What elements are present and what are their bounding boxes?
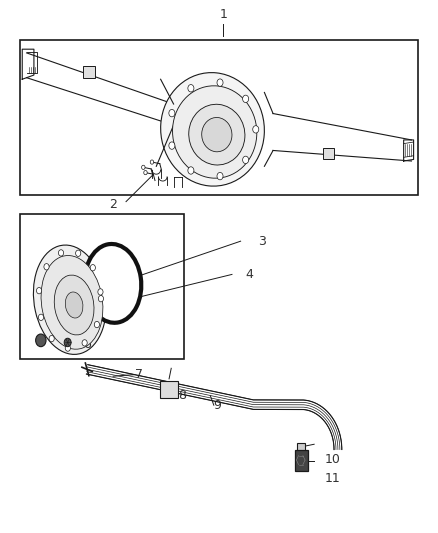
Circle shape (253, 126, 259, 133)
Text: 9: 9 (213, 399, 221, 411)
Circle shape (169, 109, 175, 117)
Circle shape (35, 334, 46, 346)
Circle shape (243, 156, 249, 164)
Text: 2: 2 (109, 198, 117, 211)
FancyBboxPatch shape (160, 382, 178, 398)
Bar (297, 443, 305, 450)
Bar (83, 66, 95, 78)
Ellipse shape (41, 255, 103, 349)
Text: 10: 10 (325, 453, 341, 465)
Circle shape (141, 165, 145, 169)
Circle shape (90, 264, 95, 271)
Circle shape (94, 321, 99, 328)
Text: 11: 11 (325, 472, 341, 485)
Ellipse shape (173, 86, 257, 178)
Circle shape (188, 167, 194, 174)
Bar (323, 148, 334, 159)
Ellipse shape (161, 72, 265, 186)
Ellipse shape (202, 117, 232, 152)
Circle shape (98, 289, 103, 295)
Circle shape (169, 142, 175, 149)
Circle shape (58, 250, 64, 256)
Circle shape (243, 95, 249, 102)
Circle shape (65, 345, 71, 351)
Bar (20, 214, 184, 359)
Circle shape (64, 338, 71, 346)
Circle shape (82, 340, 87, 346)
Text: 4: 4 (245, 268, 253, 281)
Circle shape (217, 79, 223, 86)
Ellipse shape (189, 104, 245, 165)
Circle shape (49, 335, 54, 342)
Bar (20, 39, 418, 195)
Circle shape (44, 264, 49, 270)
Text: 8: 8 (178, 389, 186, 402)
Circle shape (99, 295, 103, 302)
Circle shape (36, 287, 42, 294)
Text: 3: 3 (258, 235, 266, 248)
Ellipse shape (33, 245, 106, 354)
Ellipse shape (54, 275, 94, 335)
Text: 6: 6 (83, 338, 91, 351)
Circle shape (217, 172, 223, 180)
Circle shape (150, 160, 154, 164)
Circle shape (76, 250, 81, 256)
Text: 7: 7 (135, 368, 143, 381)
Text: 1: 1 (219, 8, 227, 21)
Ellipse shape (65, 292, 83, 318)
Text: 5: 5 (35, 335, 43, 348)
Circle shape (39, 314, 44, 320)
FancyBboxPatch shape (295, 450, 307, 471)
Circle shape (144, 171, 147, 175)
Ellipse shape (85, 244, 141, 323)
Circle shape (188, 85, 194, 92)
